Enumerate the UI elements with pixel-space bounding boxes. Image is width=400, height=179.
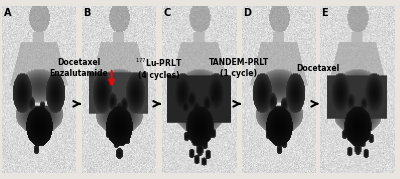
Text: E: E [322, 8, 328, 18]
Text: C: C [164, 8, 171, 18]
Text: A: A [4, 8, 11, 18]
Text: $^{177}$Lu-PRLT
(4 cycles): $^{177}$Lu-PRLT (4 cycles) [135, 56, 183, 80]
Text: D: D [244, 8, 252, 18]
Text: Docetaxel: Docetaxel [296, 64, 340, 72]
Text: Docetaxel
Enzalutamide: Docetaxel Enzalutamide [50, 58, 108, 78]
Text: B: B [84, 8, 91, 18]
Text: TANDEM-PRLT
(1 cycle): TANDEM-PRLT (1 cycle) [209, 58, 269, 78]
